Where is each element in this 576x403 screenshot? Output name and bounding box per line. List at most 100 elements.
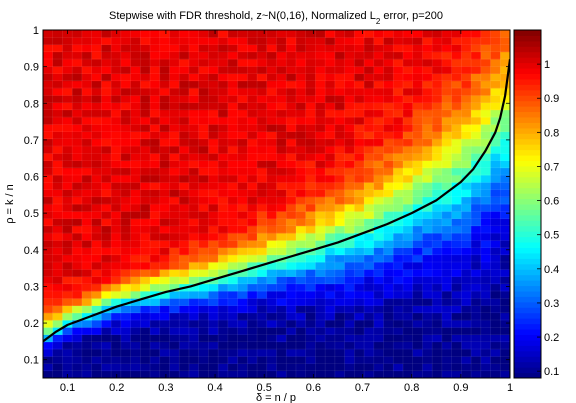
heatmap-cell [120,262,131,270]
heatmap-cell [402,109,414,118]
heatmap-cell [266,124,277,132]
heatmap-cell [227,327,238,335]
heatmap-cell [305,73,316,82]
heatmap-cell [373,233,384,241]
heatmap-cell [315,196,326,205]
heatmap-cell [111,124,122,132]
heatmap-cell [169,182,180,190]
x-tick-label: 0.1 [60,382,75,394]
heatmap-cell [354,356,365,364]
heatmap-cell [500,66,510,74]
heatmap-cell [295,196,307,205]
heatmap-cell [412,59,423,67]
heatmap-cell [305,189,316,198]
heatmap-cell [471,124,482,132]
heatmap-cell [111,167,122,176]
heatmap-cell [101,349,112,357]
heatmap-cell [218,80,229,89]
heatmap-cell [432,225,443,234]
heatmap-cell [422,320,433,328]
colorbar-segment [514,193,541,200]
heatmap-cell [266,254,277,263]
heatmap-cell [305,88,316,96]
heatmap-cell [188,30,200,38]
heatmap-cell [500,312,510,321]
heatmap-cell [101,124,112,132]
heatmap-cell [432,327,443,335]
heatmap-cell [383,153,394,161]
heatmap-cell [451,66,462,74]
heatmap-cell [218,88,229,96]
heatmap-cell [422,182,433,190]
heatmap-cell [432,356,443,364]
heatmap-cell [159,167,170,176]
heatmap-cell [393,146,404,154]
heatmap-cell [305,30,316,38]
heatmap-cell [218,175,229,183]
heatmap-cell [120,196,131,205]
heatmap-cell [480,233,491,241]
heatmap-cell [120,167,131,176]
heatmap-cell [140,196,151,205]
heatmap-cell [451,175,462,183]
heatmap-cell [315,88,326,96]
heatmap-cell [91,240,102,248]
heatmap-cell [91,356,102,364]
heatmap-cell [373,189,384,198]
heatmap-cell [441,66,453,74]
heatmap-cell [101,131,112,140]
heatmap-cell [344,320,355,328]
heatmap-cell [276,66,287,74]
heatmap-cell [344,298,355,306]
heatmap-cell [52,44,63,53]
heatmap-cell [43,370,54,378]
heatmap-cell [101,189,112,198]
heatmap-cell [393,109,404,118]
heatmap-cell [43,196,54,205]
x-tick-label: 0.8 [404,382,419,394]
heatmap-cell [451,341,462,350]
heatmap-cell [72,218,83,227]
heatmap-cell [140,80,151,89]
heatmap-cell [237,73,248,82]
colorbar-segment [514,40,541,47]
heatmap-cell [62,88,73,96]
heatmap-cell [315,312,326,321]
heatmap-cell [334,291,346,299]
heatmap-cell [43,73,54,82]
heatmap-cell [344,182,355,190]
heatmap-cell [169,59,180,67]
heatmap-cell [266,225,277,234]
heatmap-cell [169,146,180,154]
heatmap-cell [81,95,93,103]
heatmap-cell [364,175,375,183]
heatmap-cell [101,30,112,38]
heatmap-cell [227,44,238,53]
heatmap-cell [344,138,355,147]
heatmap-cell [276,269,287,277]
y-tick-label: 0.2 [24,318,39,330]
heatmap-cell [354,59,365,67]
heatmap-cell [159,95,170,103]
heatmap-cell [471,109,482,118]
heatmap-cell [383,95,394,103]
heatmap-cell [286,44,297,53]
heatmap-cell [91,95,102,103]
heatmap-cell [500,327,510,335]
heatmap-cell [81,73,93,82]
heatmap-cell [130,254,141,263]
heatmap-cell [402,291,414,299]
heatmap-cell [500,254,510,263]
heatmap-cell [393,138,404,147]
heatmap-cell [373,95,384,103]
heatmap-cell [471,175,482,183]
heatmap-cell [276,291,287,299]
heatmap-cell [422,196,433,205]
heatmap-cell [111,59,122,67]
heatmap-cell [441,211,453,219]
heatmap-cell [111,37,122,45]
heatmap-cell [120,51,131,60]
heatmap-cell [480,175,491,183]
colorbar-segment [514,30,541,36]
heatmap-cell [62,138,73,147]
